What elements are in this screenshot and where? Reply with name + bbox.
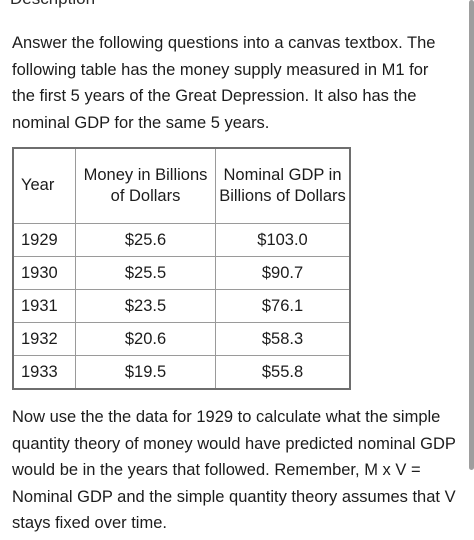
header-year: Year: [12, 147, 76, 224]
cell-money: $23.5: [75, 289, 216, 323]
table-row: 1930 $25.5 $90.7: [12, 256, 351, 290]
followup-paragraph: Now use the the data for 1929 to calcula…: [12, 408, 456, 532]
cell-year: 1932: [12, 322, 76, 356]
section-heading: Description: [10, 0, 95, 9]
intro-paragraph: Answer the following questions into a ca…: [12, 34, 436, 132]
cell-year: 1931: [12, 289, 76, 323]
header-money-supply: Money in Billions of Dollars: [75, 147, 216, 224]
vertical-scrollbar[interactable]: [469, 0, 474, 470]
cell-gdp: $103.0: [215, 223, 351, 257]
cell-year: 1933: [12, 355, 76, 390]
table-row: 1932 $20.6 $58.3: [12, 322, 351, 356]
cell-money: $25.6: [75, 223, 216, 257]
cell-year: 1930: [12, 256, 76, 290]
cell-gdp: $58.3: [215, 322, 351, 356]
table-row: 1933 $19.5 $55.8: [12, 355, 351, 390]
table-row: 1929 $25.6 $103.0: [12, 223, 351, 257]
table-header-row: Year Money in Billions of Dollars Nomina…: [12, 147, 351, 224]
header-nominal-gdp: Nominal GDP in Billions of Dollars: [215, 147, 351, 224]
cell-money: $25.5: [75, 256, 216, 290]
cell-gdp: $55.8: [215, 355, 351, 390]
cell-gdp: $90.7: [215, 256, 351, 290]
cell-money: $20.6: [75, 322, 216, 356]
cell-gdp: $76.1: [215, 289, 351, 323]
table-row: 1931 $23.5 $76.1: [12, 289, 351, 323]
money-supply-table: Year Money in Billions of Dollars Nomina…: [12, 147, 351, 390]
cell-money: $19.5: [75, 355, 216, 390]
cell-year: 1929: [12, 223, 76, 257]
